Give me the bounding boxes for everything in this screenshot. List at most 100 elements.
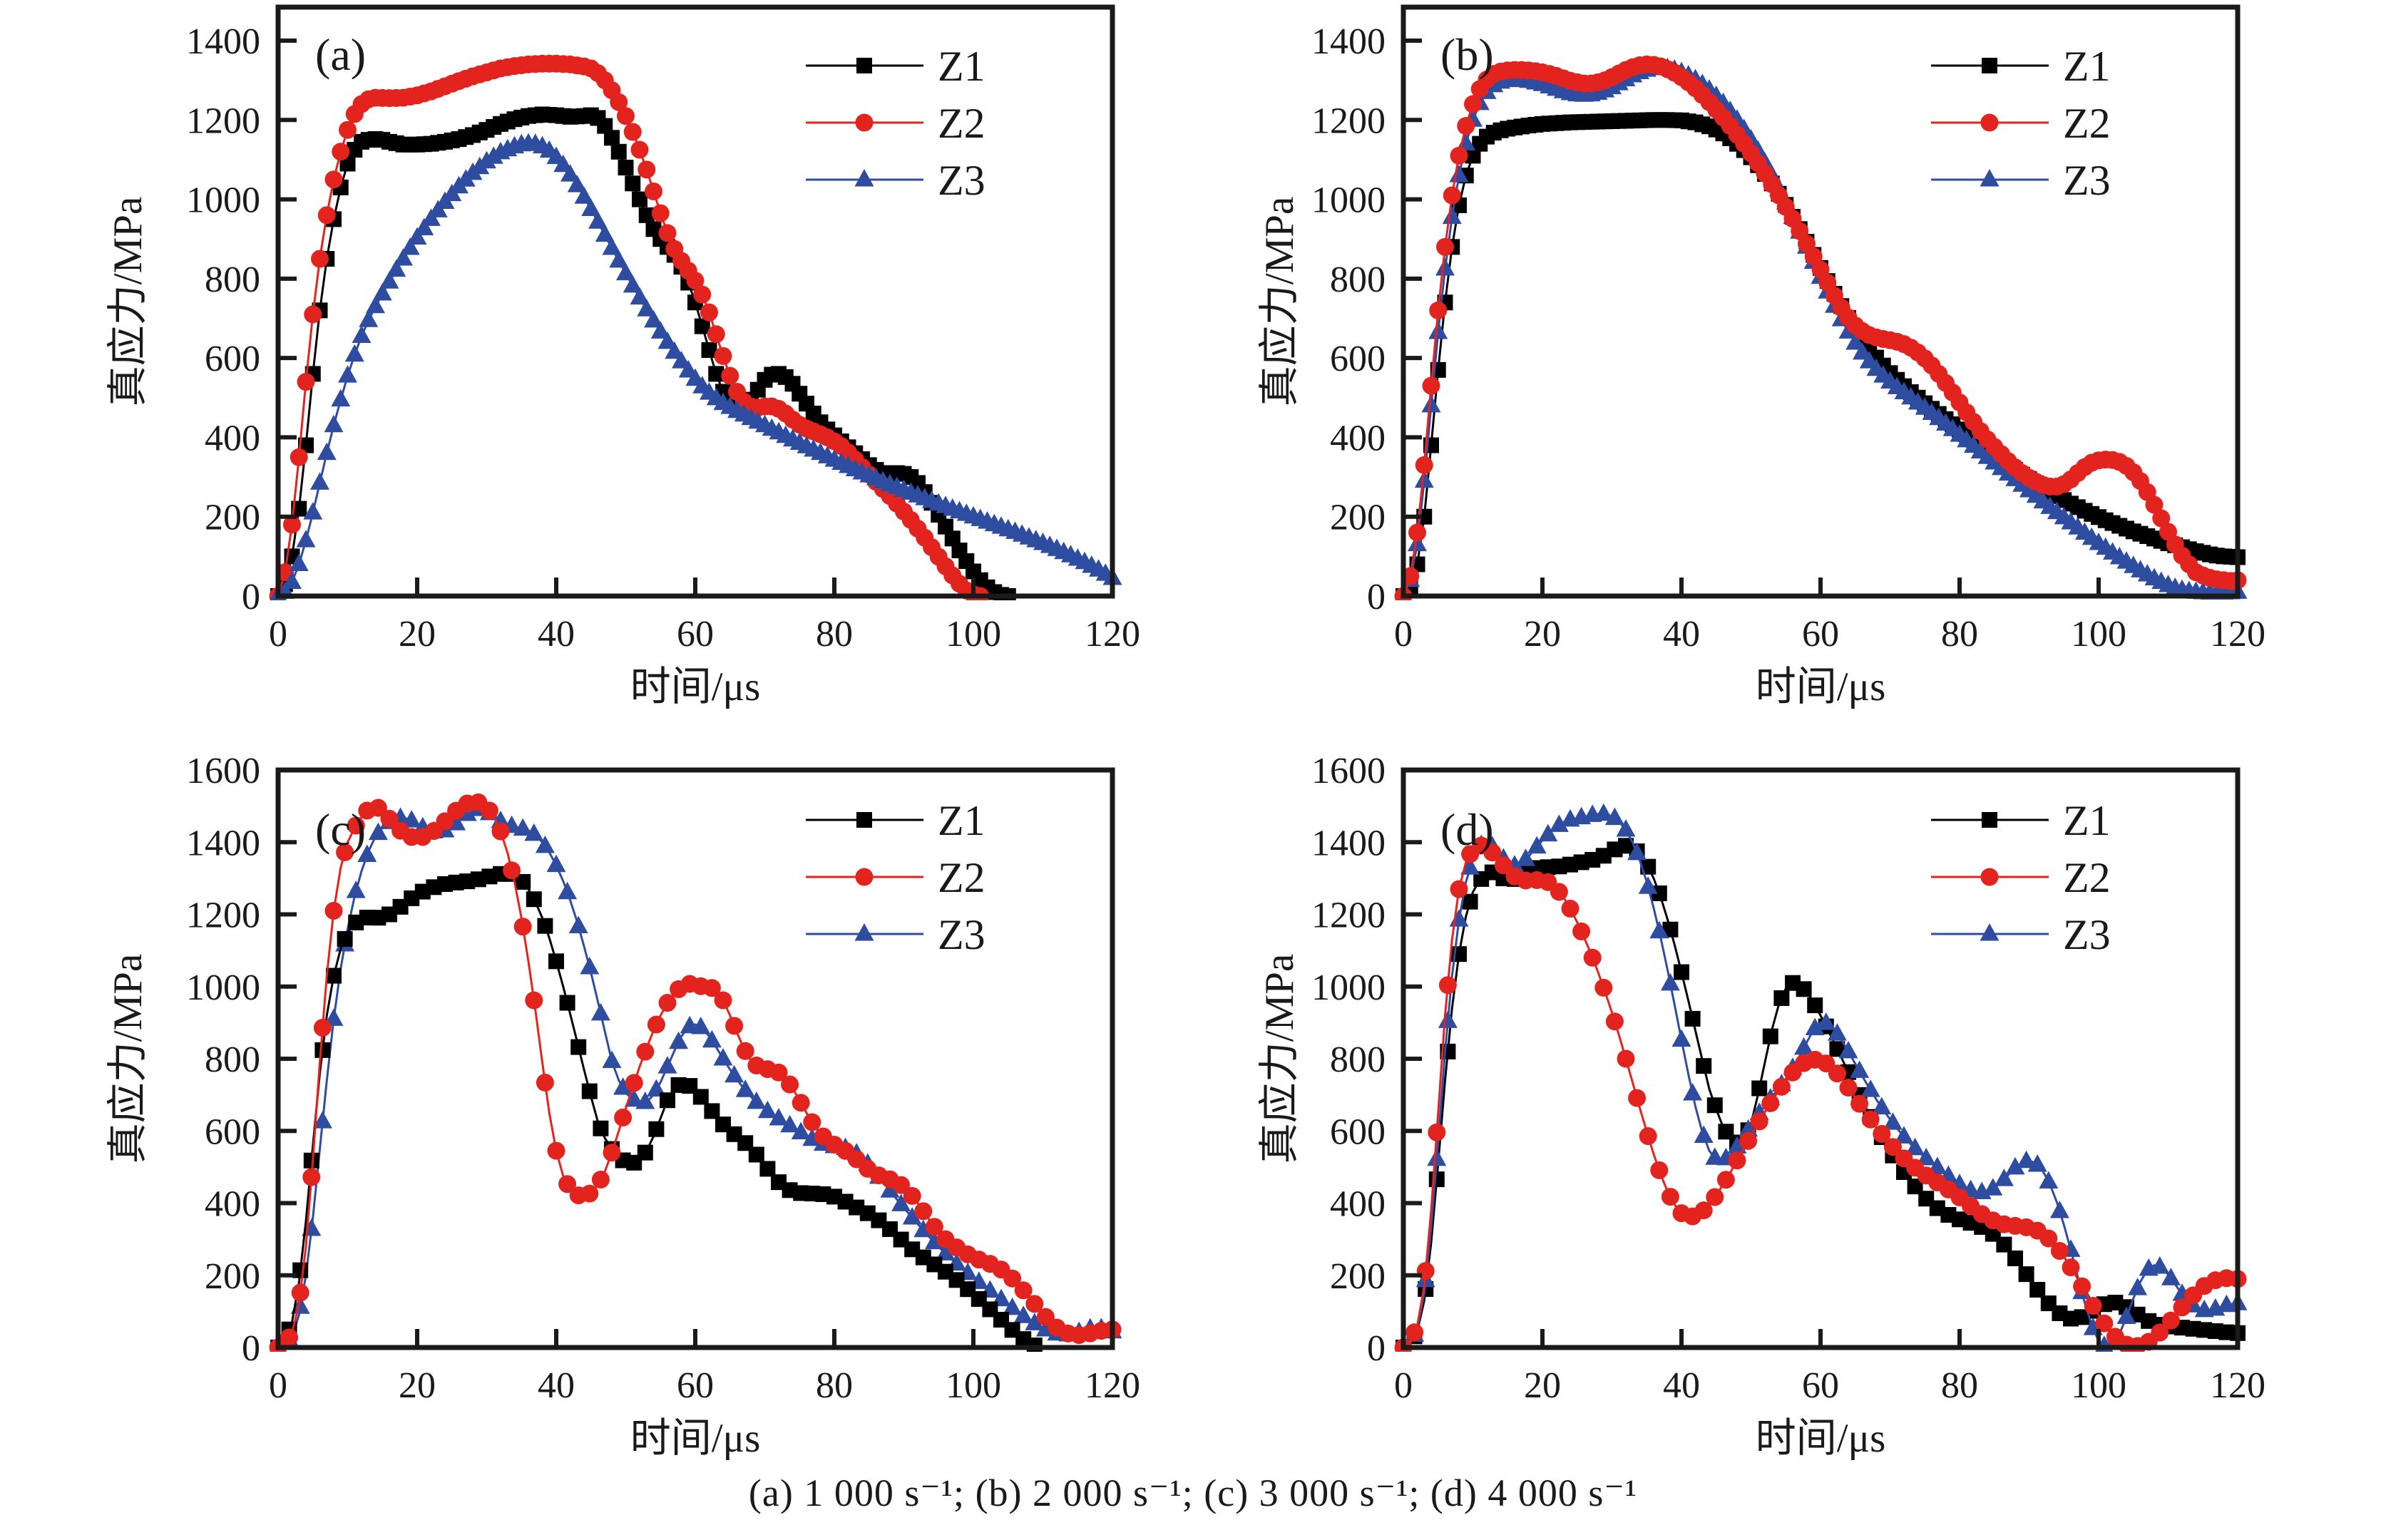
panel-label: (a) <box>315 29 366 80</box>
triangle-marker <box>303 502 323 520</box>
circle-marker <box>603 1144 621 1162</box>
x-tick-label: 40 <box>538 1365 575 1406</box>
triangle-marker <box>1414 470 1434 488</box>
plot-area-a <box>269 54 1122 600</box>
triangle-marker <box>616 262 635 281</box>
triangle-marker <box>1527 836 1547 854</box>
circle-marker <box>313 1018 332 1037</box>
legend-label: Z1 <box>938 43 985 90</box>
triangle-marker <box>1838 1040 1858 1059</box>
legend-c: Z1 Z2 Z3 <box>806 797 985 958</box>
triangle-marker <box>1805 1017 1825 1035</box>
triangle-marker <box>1983 1178 2003 1196</box>
circle-marker <box>651 204 670 222</box>
y-tick-label: 0 <box>1367 577 1386 617</box>
triangle-marker <box>289 553 309 571</box>
triangle-marker <box>936 1243 956 1261</box>
triangle-marker <box>623 274 642 293</box>
triangle-marker <box>2049 1201 2069 1218</box>
legend-label: Z1 <box>2063 43 2111 90</box>
circle-marker <box>1804 247 1823 266</box>
triangle-marker <box>2161 1268 2181 1285</box>
triangle-marker <box>637 299 657 317</box>
triangle-marker <box>2027 1154 2047 1172</box>
square-marker <box>526 891 542 908</box>
circle-marker <box>1450 880 1468 898</box>
triangle-marker <box>1980 169 2000 187</box>
triangle-marker <box>344 344 364 362</box>
triangle-marker <box>1980 923 2000 941</box>
chart-c: 0 20 40 60 80 100 1200200400600800100012001400… <box>106 751 1140 1461</box>
triangle-marker <box>2116 1306 2136 1324</box>
triangle-marker <box>567 175 587 192</box>
triangle-marker <box>1916 1147 1936 1166</box>
square-marker <box>701 342 717 359</box>
y-tick-label: 1200 <box>1311 101 1386 141</box>
triangle-marker <box>1727 1136 1747 1154</box>
triangle-marker <box>2039 1171 2059 1189</box>
triangle-marker <box>1649 920 1669 939</box>
square-marker <box>570 1039 587 1055</box>
y-tick-label: 1400 <box>186 823 260 863</box>
circle-marker <box>297 373 315 391</box>
circle-marker <box>558 1175 577 1194</box>
circle-marker <box>925 1218 943 1236</box>
circle-marker <box>2145 496 2164 514</box>
y-tick-label: 200 <box>1330 498 1386 538</box>
y-tick-label: 600 <box>1330 1112 1386 1152</box>
y-tick-label: 800 <box>1330 1040 1386 1080</box>
x-axis-title: 时间/μs <box>1756 1416 1886 1461</box>
triangle-marker <box>1549 814 1569 832</box>
triangle-marker <box>346 881 366 898</box>
triangle-marker <box>1816 1012 1836 1030</box>
circle-marker <box>1617 1049 1635 1068</box>
circle-marker <box>2152 509 2171 528</box>
triangle-marker <box>386 259 406 277</box>
square-marker <box>515 873 531 890</box>
series-line <box>1403 844 2238 1349</box>
x-tick-label: 0 <box>1394 614 1413 654</box>
circle-marker <box>513 918 532 936</box>
y-tick-label: 1000 <box>1311 967 1386 1008</box>
x-axis-title: 时间/μs <box>630 1416 761 1461</box>
series-line <box>277 113 1009 597</box>
legend-label: Z3 <box>938 911 985 958</box>
triangle-marker <box>602 1050 622 1069</box>
circle-marker <box>1850 1094 1869 1113</box>
triangle-marker <box>1894 1126 1914 1144</box>
circle-marker <box>903 1186 921 1205</box>
triangle-marker <box>2017 1150 2037 1169</box>
circle-marker <box>336 843 354 861</box>
circle-marker <box>1750 1112 1768 1131</box>
x-tick-label: 20 <box>399 1365 436 1406</box>
triangle-marker <box>1408 533 1427 552</box>
circle-marker <box>693 285 712 304</box>
y-tick-label: 1600 <box>186 751 260 791</box>
y-tick-label: 0 <box>242 577 260 617</box>
square-marker <box>637 1144 653 1161</box>
legend-a: Z1 Z2 Z3 <box>806 43 985 204</box>
square-marker <box>660 1092 675 1109</box>
square-marker <box>581 1083 598 1099</box>
triangle-marker <box>769 1108 789 1126</box>
square-marker <box>1773 990 1790 1006</box>
triangle-marker <box>854 169 874 187</box>
circle-marker <box>855 868 874 886</box>
y-tick-label: 600 <box>205 1112 260 1152</box>
triangle-marker <box>1872 1097 1892 1114</box>
triangle-marker <box>357 844 377 862</box>
circle-marker <box>324 901 343 920</box>
triangle-marker <box>352 325 372 344</box>
triangle-marker <box>568 915 588 934</box>
y-tick-label: 200 <box>205 1256 260 1297</box>
triangle-marker <box>891 1194 911 1211</box>
circle-marker <box>1429 301 1448 319</box>
square-marker <box>638 207 655 223</box>
square-marker <box>1651 885 1667 901</box>
panel-label: (d) <box>1440 804 1494 855</box>
circle-marker <box>714 346 732 365</box>
triangle-marker <box>657 1056 677 1074</box>
circle-marker <box>610 93 628 111</box>
legend-label: Z1 <box>938 797 985 844</box>
circle-marker <box>2161 1311 2180 1330</box>
